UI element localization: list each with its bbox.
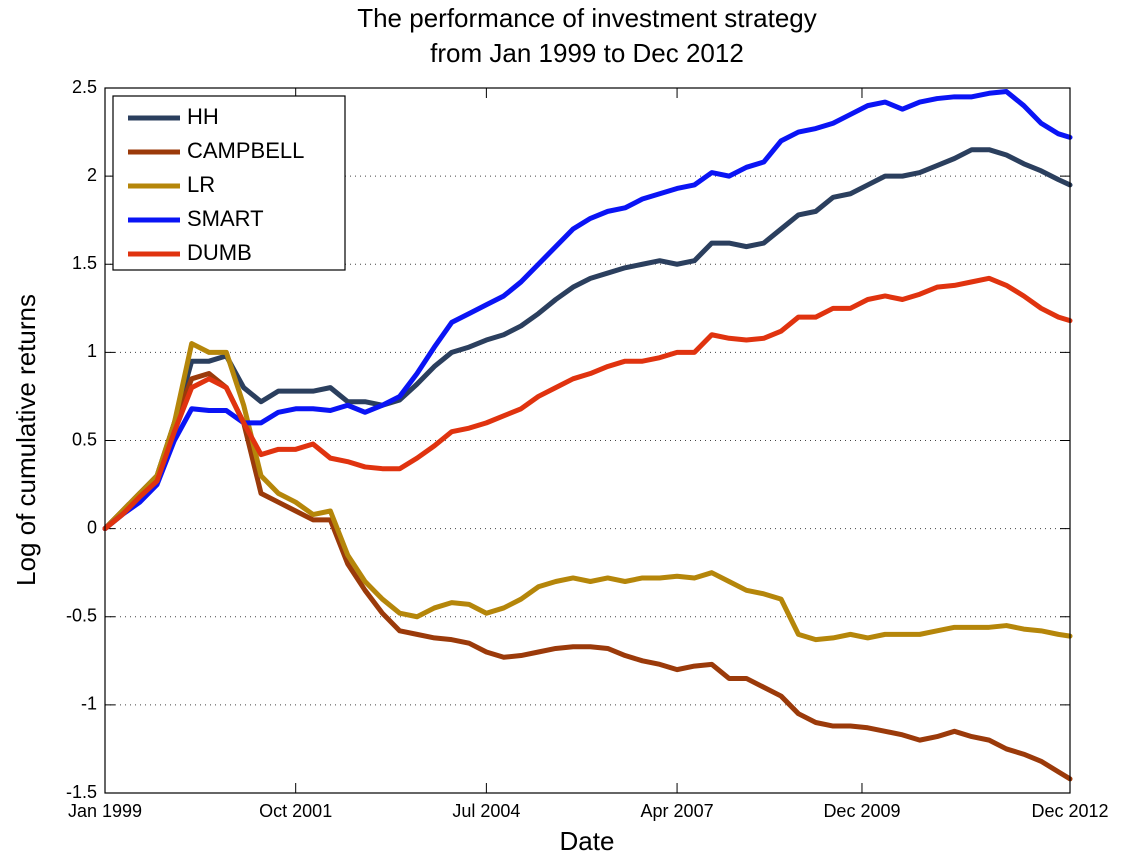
legend-label: CAMPBELL bbox=[187, 138, 304, 163]
line-series bbox=[102, 275, 1073, 532]
chart-subtitle: from Jan 1999 to Dec 2012 bbox=[430, 38, 744, 68]
x-axis-label: Date bbox=[560, 826, 615, 856]
y-tick-label: -0.5 bbox=[66, 606, 97, 626]
line-series bbox=[102, 371, 1073, 782]
legend-label: SMART bbox=[187, 206, 264, 231]
y-axis-label: Log of cumulative returns bbox=[11, 294, 41, 586]
y-tick-label: 1 bbox=[87, 341, 97, 361]
y-tick-label: -1.5 bbox=[66, 782, 97, 802]
plot-frame bbox=[104, 87, 1071, 794]
x-tick-label: Jul 2004 bbox=[452, 801, 520, 821]
line-series bbox=[102, 341, 1073, 643]
y-tick-label: 0.5 bbox=[72, 429, 97, 449]
chart-title: The performance of investment strategy bbox=[357, 3, 817, 33]
y-tick-label: 1.5 bbox=[72, 253, 97, 273]
x-tick-label: Dec 2009 bbox=[823, 801, 900, 821]
x-tick-label: Apr 2007 bbox=[641, 801, 714, 821]
x-tick-label: Dec 2012 bbox=[1031, 801, 1108, 821]
y-tick-label: 2.5 bbox=[72, 77, 97, 97]
legend-label: DUMB bbox=[187, 240, 252, 265]
legend: HH CAMPBELL LR SMART DUMB bbox=[112, 95, 346, 271]
x-tick-label: Oct 2001 bbox=[259, 801, 332, 821]
y-tick-label: 0 bbox=[87, 517, 97, 537]
x-tick-label: Jan 1999 bbox=[68, 801, 142, 821]
line-series bbox=[102, 89, 1073, 532]
legend-label: HH bbox=[187, 104, 219, 129]
legend-label: LR bbox=[187, 172, 215, 197]
legend-box bbox=[112, 95, 346, 271]
y-tick-label: -1 bbox=[81, 694, 97, 714]
y-tick-label: 2 bbox=[87, 165, 97, 185]
line-series bbox=[102, 147, 1073, 532]
